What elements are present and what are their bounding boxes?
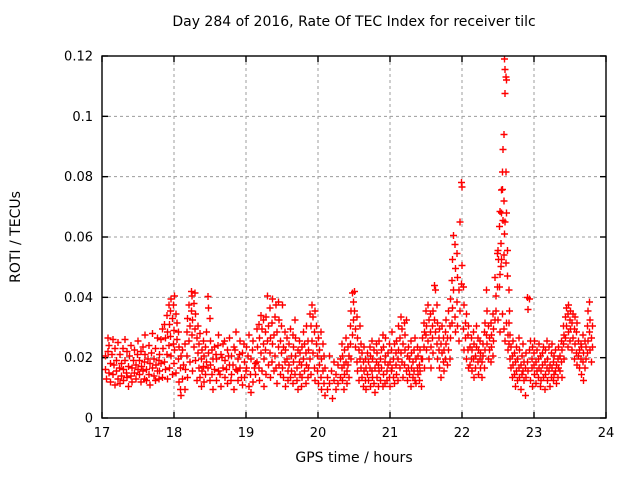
y-axis-label: ROTI / TECUs [8, 191, 24, 283]
data-points [102, 55, 596, 402]
x-tick-label: 19 [238, 426, 255, 441]
y-tick-label: 0.06 [64, 231, 93, 246]
chart-title: Day 284 of 2016, Rate Of TEC Index for r… [172, 14, 535, 30]
gridlines [102, 56, 606, 418]
x-tick-label: 24 [598, 426, 615, 441]
x-tick-label: 22 [454, 426, 471, 441]
y-tick-label: 0.04 [64, 291, 93, 306]
y-tick-label: 0 [85, 412, 93, 427]
y-tick-label: 0.12 [64, 50, 93, 65]
x-tick-label: 20 [310, 426, 327, 441]
x-tick-label: 17 [94, 426, 111, 441]
y-tick-label: 0.1 [72, 110, 93, 125]
x-tick-label: 18 [166, 426, 183, 441]
x-tick-labels: 17 18 19 20 21 22 23 24 [94, 426, 615, 441]
x-axis-label: GPS time / hours [295, 450, 412, 466]
scatter-plus-markers [102, 55, 596, 402]
x-tick-label: 23 [526, 426, 543, 441]
y-tick-label: 0.08 [64, 170, 93, 185]
plot-border [101, 55, 607, 419]
y-tick-labels: 0 0.02 0.04 0.06 0.08 0.1 0.12 [64, 50, 93, 427]
y-tick-label: 0.02 [64, 351, 93, 366]
x-tick-label: 21 [382, 426, 399, 441]
